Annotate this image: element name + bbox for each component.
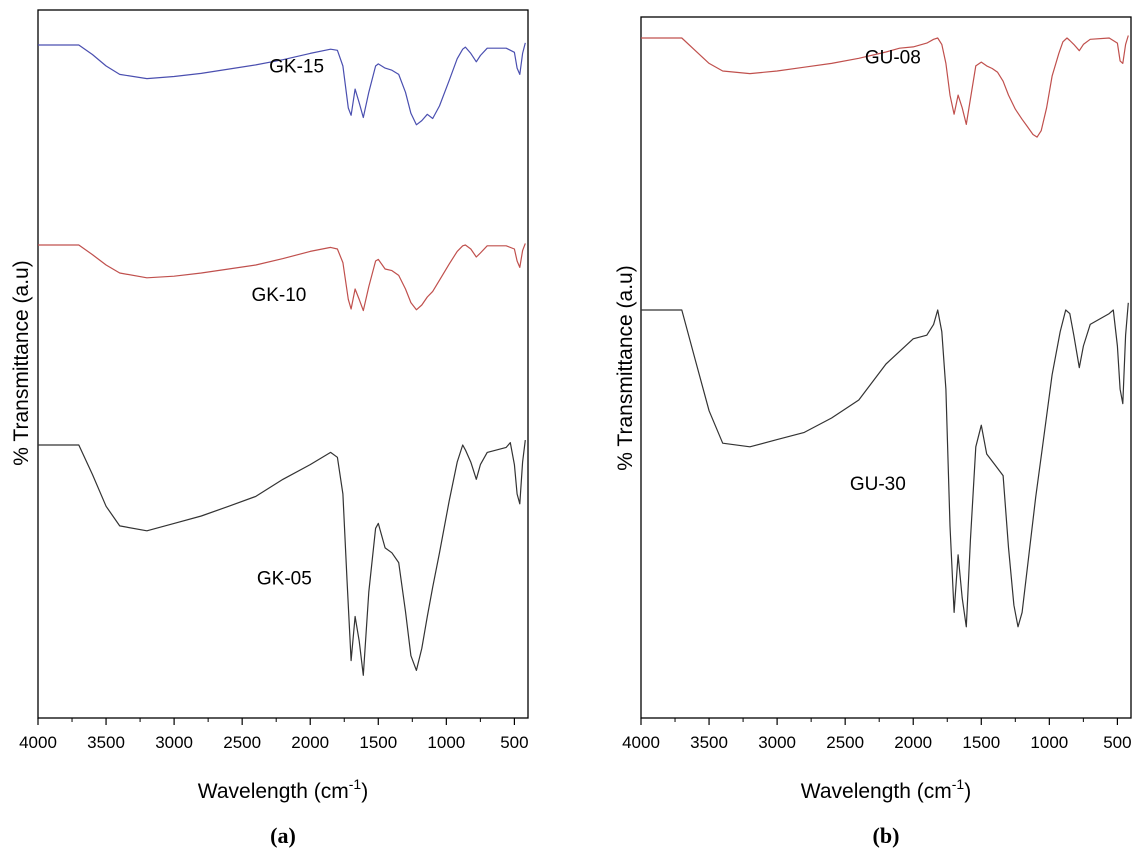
x-axis-title: Wavelength (cm-1): [198, 776, 368, 803]
x-tick-label: 3000: [758, 733, 796, 752]
panel-a: 4000 3500 3000 2500 2000 1500 1000 500 Wavelengt…: [10, 9, 529, 848]
series-line-gk-05: [38, 440, 526, 676]
x-tick-label: 3500: [690, 733, 728, 752]
y-axis-title: % Transmittance (a.u): [614, 265, 637, 470]
panel-label: (b): [873, 823, 900, 848]
plot-frame: [37, 9, 529, 719]
x-tick-label: 500: [500, 733, 528, 752]
x-tick-label: 2000: [291, 733, 329, 752]
panel-b: 4000 3500 3000 2500 2000 1500 1000 500 Wavelengt…: [614, 16, 1132, 848]
x-tick-label: 1000: [1030, 733, 1068, 752]
x-tick-label: 1500: [359, 733, 397, 752]
plot-frame: [640, 16, 1132, 719]
x-tick-label: 2500: [826, 733, 864, 752]
x-tick-label: 4000: [622, 733, 660, 752]
x-axis-title-suffix: ): [964, 780, 971, 803]
x-axis-title: Wavelength (cm-1): [801, 776, 971, 803]
x-tick-label: 500: [1103, 733, 1131, 752]
x-axis-title-superscript: -1: [952, 776, 965, 792]
x-tick-label: 1500: [962, 733, 1000, 752]
panel-label: (a): [270, 823, 296, 848]
x-tick-label: 3000: [155, 733, 193, 752]
x-tick-label: 1000: [427, 733, 465, 752]
x-tick-label: 2000: [894, 733, 932, 752]
x-tick-label: 2500: [223, 733, 261, 752]
series-line-gk-15: [38, 42, 526, 126]
series-label-gk-05: GK-05: [257, 569, 312, 590]
series-label-gk-10: GK-10: [251, 285, 306, 306]
series-label-gk-15: GK-15: [269, 56, 324, 77]
x-tick-label: 3500: [87, 733, 125, 752]
x-axis-title-superscript: -1: [349, 776, 362, 792]
series-line-gu-30: [641, 302, 1129, 628]
x-axis-title-suffix: ): [361, 780, 368, 803]
x-axis-title-main: Wavelength (cm: [198, 780, 349, 803]
series-line-gk-10: [38, 243, 526, 312]
series-line-gu-08: [641, 35, 1129, 138]
series-label-gu-30: GU-30: [850, 474, 906, 495]
x-tick-label: 4000: [19, 733, 57, 752]
series-label-gu-08: GU-08: [865, 47, 921, 68]
x-axis-title-main: Wavelength (cm: [801, 780, 952, 803]
y-axis-title: % Transmittance (a.u): [10, 260, 33, 465]
